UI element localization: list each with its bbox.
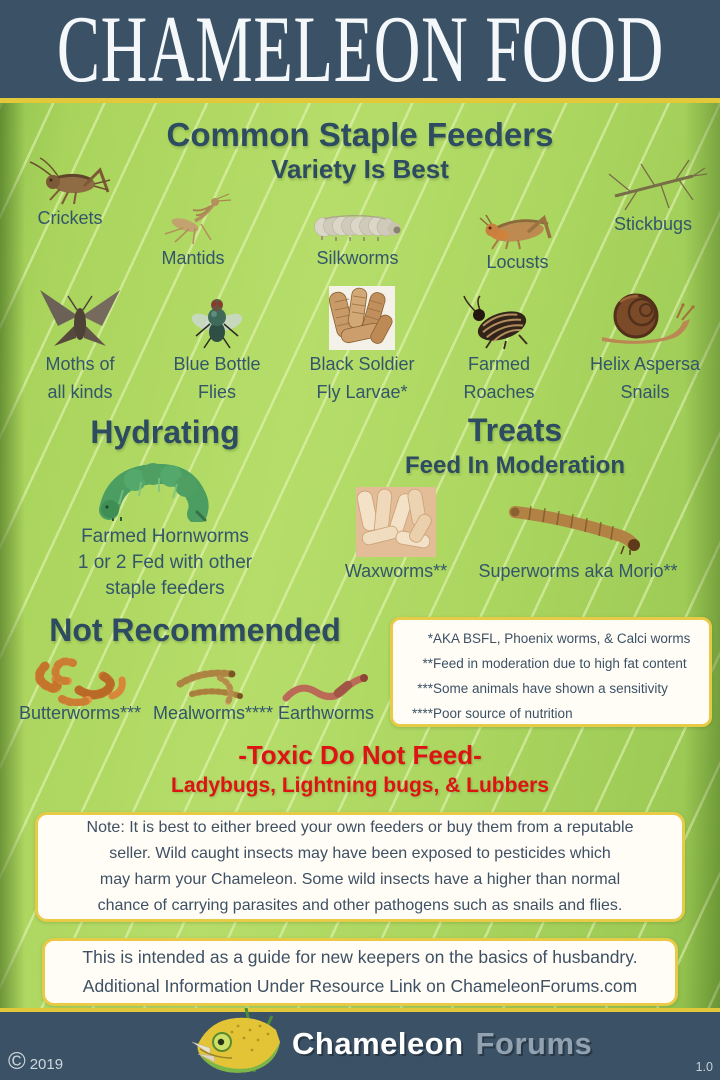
- footnote-line: **** Poor source of nutrition: [397, 701, 705, 726]
- earthworms-image: [278, 664, 370, 706]
- staple-section-title: Common Staple Feeders: [166, 116, 554, 153]
- earthworms-label: Earthworms: [278, 703, 375, 723]
- hornworm-image: [85, 460, 235, 522]
- copyright: © 2019: [8, 1048, 63, 1076]
- mantis-icon: [164, 193, 232, 245]
- toxic-subtitle: Ladybugs, Lightning bugs, & Lubbers: [171, 774, 549, 797]
- note-line1: Note: It is best to either breed your ow…: [86, 819, 634, 836]
- logo-word-chameleon: Chameleon: [292, 1026, 464, 1061]
- feeder-label-line2: Snails: [620, 382, 670, 402]
- footnote-line: ** Feed in moderation due to high fat co…: [397, 651, 705, 676]
- staple-section-subtitle: Variety Is Best: [271, 154, 449, 184]
- treats-section-title: Treats: [467, 412, 563, 448]
- feeder-label-line1: Moths of: [45, 354, 115, 374]
- feeder-helix-aspersa-snails: Helix Aspersa Snails: [576, 284, 714, 406]
- superworms-label: Superworms aka Morio**: [478, 561, 678, 581]
- feeder-silkworms: Silkworms: [295, 196, 420, 270]
- copyright-year: 2019: [29, 1056, 64, 1073]
- feeder-label: Silkworms: [316, 248, 399, 268]
- superworm-image: [505, 496, 645, 556]
- footnote-stars: ***: [417, 681, 433, 696]
- feeder-stickbugs: Stickbugs: [592, 158, 714, 236]
- moth-icon: [40, 290, 120, 346]
- hydrating-section-title: Hydrating: [90, 414, 240, 450]
- footnote-line: *** Some animals have shown a sensitivit…: [397, 676, 705, 701]
- feeder-label: Mantids: [161, 248, 225, 268]
- waxworms-image: [356, 487, 436, 557]
- footnote-stars: **: [422, 656, 433, 671]
- butterworms-image: [25, 650, 137, 706]
- hornworm-caption-line1: Farmed Hornworms: [81, 526, 249, 547]
- footnote-text: Some animals have shown a sensitivity: [433, 681, 668, 696]
- feeder-label-line1: Black Soldier: [309, 354, 415, 374]
- feeder-locusts: Locusts: [460, 202, 575, 274]
- mealworms-image: [162, 658, 266, 706]
- feeder-label: Crickets: [37, 208, 103, 228]
- butterworms-label: Butterworms***: [18, 703, 142, 723]
- feeder-mantids: Mantids: [128, 192, 258, 270]
- feeder-crickets: Crickets: [5, 156, 135, 230]
- guide-box: This is intended as a guide for new keep…: [42, 938, 678, 1006]
- feeder-label: Stickbugs: [613, 214, 693, 234]
- footnote-stars: *: [427, 631, 433, 646]
- feeder-label-line1: Farmed: [467, 354, 530, 374]
- waxworms-label: Waxworms**: [344, 561, 448, 581]
- copyright-symbol: ©: [8, 1048, 26, 1075]
- note-line3: may harm your Chameleon. Some wild insec…: [99, 871, 621, 888]
- fly-icon: [191, 299, 243, 349]
- note-box: Note: It is best to either breed your ow…: [35, 812, 685, 922]
- feeder-label-line2: Roaches: [463, 382, 535, 402]
- note-line2: seller. Wild caught insects may have bee…: [109, 845, 611, 862]
- footer-logo-text: Chameleon Forums: [292, 1026, 592, 1062]
- footnotes-box: * AKA BSFL, Phoenix worms, & Calci worms…: [390, 617, 712, 727]
- footnote-line: * AKA BSFL, Phoenix worms, & Calci worms: [397, 626, 705, 651]
- feeder-moths: Moths of all kinds: [10, 284, 150, 406]
- snail-icon: [602, 293, 695, 344]
- note-line4: chance of carrying parasites and other p…: [97, 897, 623, 914]
- silkworm-icon: [314, 214, 401, 241]
- footer-bar: [0, 1008, 720, 1080]
- black-soldier-fly-larvae-photo: [329, 286, 395, 350]
- hornworm-caption-line2: 1 or 2 Fed with other: [77, 552, 253, 573]
- footnote-stars: ****: [411, 706, 433, 721]
- version-number: 1.0: [695, 1060, 713, 1074]
- locust-icon: [479, 214, 552, 250]
- feeder-label-line2: all kinds: [47, 382, 113, 402]
- feeder-black-soldier-fly-larvae: Black Soldier Fly Larvae*: [298, 284, 426, 406]
- hornworm-icon: [98, 463, 209, 522]
- guide-line1: This is intended as a guide for new keep…: [82, 947, 638, 967]
- page-title: CHAMELEON FOOD: [56, 0, 664, 102]
- toxic-title: -Toxic Do Not Feed-: [238, 740, 482, 770]
- roach-icon: [463, 295, 528, 350]
- treats-section-subtitle: Feed In Moderation: [404, 452, 625, 479]
- guide-line2: Additional Information Under Resource Li…: [82, 976, 638, 996]
- footnote-text: Poor source of nutrition: [433, 706, 573, 721]
- feeder-label-line2: Flies: [197, 382, 236, 402]
- feeder-label-line1: Blue Bottle: [173, 354, 261, 374]
- waxworms-photo: [356, 487, 436, 557]
- stickbug-icon: [608, 159, 708, 211]
- title-bar: CHAMELEON FOOD: [0, 0, 720, 103]
- earthworm-icon: [282, 674, 368, 702]
- logo-word-forums: Forums: [475, 1026, 593, 1061]
- feeder-label: Locusts: [486, 252, 549, 272]
- mealworms-label: Mealworms****: [152, 703, 274, 723]
- mealworms-icon: [176, 669, 243, 705]
- cricket-icon: [29, 157, 111, 205]
- hornworm-caption-line3: staple feeders: [105, 578, 225, 599]
- footnote-text: AKA BSFL, Phoenix worms, & Calci worms: [433, 631, 691, 646]
- footer-logo: [188, 1000, 300, 1080]
- feeder-label-line1: Helix Aspersa: [589, 354, 701, 374]
- chameleon-logo-icon: [191, 1007, 280, 1073]
- butterworms-icon: [35, 657, 126, 706]
- hornworm-caption: Farmed Hornworms 1 or 2 Fed with other s…: [30, 524, 300, 602]
- not-recommended-section-title: Not Recommended: [49, 612, 341, 648]
- superworm-icon: [509, 505, 640, 555]
- feeder-blue-bottle-flies: Blue Bottle Flies: [158, 284, 276, 406]
- footnote-text: Feed in moderation due to high fat conte…: [433, 656, 687, 671]
- feeder-label-line2: Fly Larvae*: [316, 382, 408, 402]
- feeder-farmed-roaches: Farmed Roaches: [438, 284, 560, 406]
